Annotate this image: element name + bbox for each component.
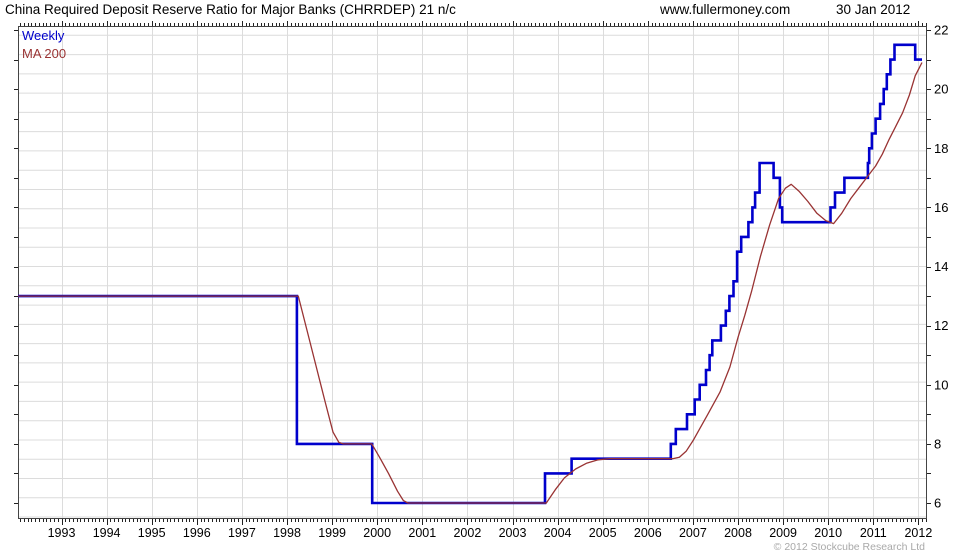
x-axis-label: 1998 <box>273 526 301 540</box>
y-axis-label: 14 <box>934 259 948 274</box>
legend-item-weekly: Weekly <box>22 28 65 43</box>
x-axis-label: 1997 <box>228 526 256 540</box>
chart-date: 30 Jan 2012 <box>836 2 911 17</box>
x-axis-label: 2002 <box>453 526 481 540</box>
y-axis-label: 16 <box>934 200 948 215</box>
x-axis-label: 2000 <box>363 526 391 540</box>
chart-legend: Weekly MA 200 <box>22 27 66 63</box>
series-group <box>18 43 923 505</box>
website-text: www.fullermoney.com <box>660 2 791 17</box>
y-axis-label: 8 <box>934 436 941 451</box>
y-axis-label: 18 <box>934 141 948 156</box>
x-axis-label: 1996 <box>183 526 211 540</box>
ma200-line <box>18 62 923 504</box>
x-axis-label: 2003 <box>499 526 527 540</box>
x-axis-label: 2006 <box>634 526 662 540</box>
copyright-text: © 2012 Stockcube Research Ltd <box>773 541 925 553</box>
legend-item-ma200: MA 200 <box>22 46 67 61</box>
x-axis-label: 1993 <box>48 526 76 540</box>
x-axis-label: 2004 <box>544 526 572 540</box>
y-axis-label: 22 <box>934 23 948 38</box>
x-axis-label: 2011 <box>860 526 887 540</box>
y-axis-label: 6 <box>934 496 941 511</box>
plot-border <box>18 26 927 519</box>
x-axis-label: 2009 <box>769 526 797 540</box>
x-axis-label: 1999 <box>318 526 346 540</box>
y-axis-label: 10 <box>934 377 948 392</box>
x-axis-label: 2001 <box>408 526 436 540</box>
x-axis-label: 1995 <box>138 526 166 540</box>
chart-title: China Required Deposit Reserve Ratio for… <box>5 2 456 17</box>
x-axis-label: 1994 <box>93 526 121 540</box>
weekly-step-line <box>18 43 922 505</box>
x-axis-label: 2010 <box>814 526 842 540</box>
x-axis-label: 2005 <box>589 526 617 540</box>
x-axis-label: 2012 <box>904 526 932 540</box>
y-axis-label: 20 <box>934 82 948 97</box>
y-axis-label: 12 <box>934 318 948 333</box>
x-axis-label: 2007 <box>679 526 707 540</box>
x-axis-label: 2008 <box>724 526 752 540</box>
